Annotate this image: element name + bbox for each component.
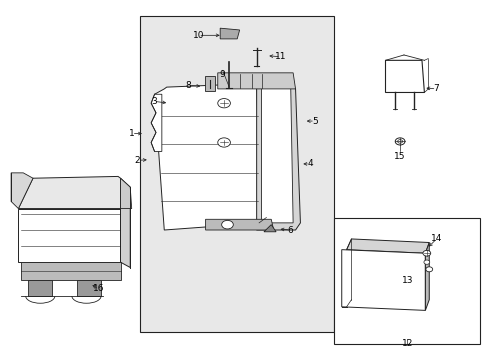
Text: 6: 6	[287, 225, 293, 234]
Polygon shape	[154, 84, 261, 230]
Polygon shape	[205, 219, 273, 230]
Polygon shape	[425, 243, 428, 310]
Circle shape	[217, 138, 230, 147]
Text: 16: 16	[93, 284, 104, 293]
Text: 3: 3	[151, 97, 157, 106]
Text: 11: 11	[275, 52, 286, 61]
Circle shape	[217, 99, 230, 108]
Bar	[140, 16, 334, 332]
Polygon shape	[220, 28, 239, 39]
Circle shape	[394, 138, 404, 145]
Text: 15: 15	[393, 152, 405, 161]
Circle shape	[423, 260, 429, 264]
Polygon shape	[256, 84, 300, 230]
Text: 7: 7	[433, 84, 439, 93]
Polygon shape	[151, 94, 162, 152]
Circle shape	[221, 220, 233, 229]
Polygon shape	[19, 176, 120, 208]
Text: 2: 2	[134, 156, 140, 165]
Polygon shape	[346, 239, 428, 253]
Polygon shape	[261, 85, 292, 223]
Polygon shape	[341, 249, 425, 310]
Bar	[334, 217, 479, 344]
Circle shape	[422, 250, 430, 256]
Polygon shape	[21, 262, 120, 280]
Polygon shape	[77, 280, 101, 296]
Text: 4: 4	[306, 159, 312, 168]
Text: 10: 10	[192, 31, 203, 40]
Polygon shape	[204, 76, 215, 91]
Polygon shape	[264, 225, 276, 232]
Circle shape	[397, 140, 402, 143]
Text: 1: 1	[128, 129, 134, 138]
Text: 14: 14	[430, 234, 441, 243]
Polygon shape	[120, 178, 131, 208]
Polygon shape	[120, 178, 130, 267]
Polygon shape	[28, 280, 52, 296]
Polygon shape	[11, 173, 33, 208]
Polygon shape	[217, 73, 295, 89]
Polygon shape	[385, 60, 424, 93]
Polygon shape	[19, 208, 120, 262]
Text: 8: 8	[185, 81, 191, 90]
Text: 5: 5	[311, 117, 317, 126]
Text: 12: 12	[401, 339, 412, 348]
Circle shape	[425, 267, 432, 272]
Text: 13: 13	[401, 275, 412, 284]
Text: 9: 9	[219, 70, 225, 79]
